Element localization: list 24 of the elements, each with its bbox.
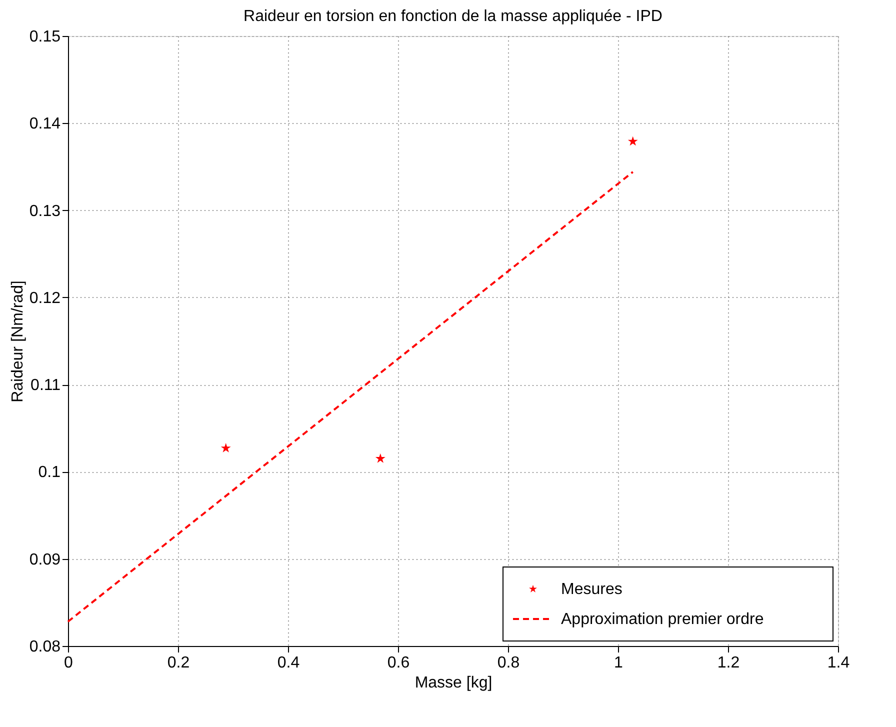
chart-title: Raideur en torsion en fonction de la masse appliquée - IPD <box>244 8 662 25</box>
x-tick-label: 0 <box>64 654 74 672</box>
legend-label: Mesures <box>561 581 622 598</box>
legend-label: Approximation premier ordre <box>561 611 764 628</box>
x-tick-label: 0.6 <box>387 654 410 672</box>
x-tick-label: 0.8 <box>497 654 520 672</box>
y-tick-label: 0.1 <box>38 464 61 482</box>
x-tick-label: 1 <box>614 654 624 672</box>
x-axis-title: Masse [kg] <box>414 674 492 692</box>
point <box>375 453 386 463</box>
y-tick-label: 0.09 <box>29 551 61 568</box>
y-tick-label: 0.15 <box>29 28 61 46</box>
y-tick-label: 0.13 <box>29 202 61 220</box>
y-tick-label: 0.08 <box>29 638 61 656</box>
point <box>220 442 231 452</box>
x-tick-label: 0.4 <box>277 654 300 672</box>
y-tick-label: 0.12 <box>29 290 61 307</box>
point <box>628 136 638 146</box>
y-tick-label: 0.14 <box>29 116 61 133</box>
y-tick-label: 0.11 <box>30 377 61 394</box>
x-tick-label: 0.2 <box>167 654 190 672</box>
x-tick-label: 1.4 <box>827 654 850 672</box>
y-axis-title: Raideur [Nm/rad] <box>9 280 26 402</box>
x-tick-label: 1.2 <box>717 654 740 672</box>
